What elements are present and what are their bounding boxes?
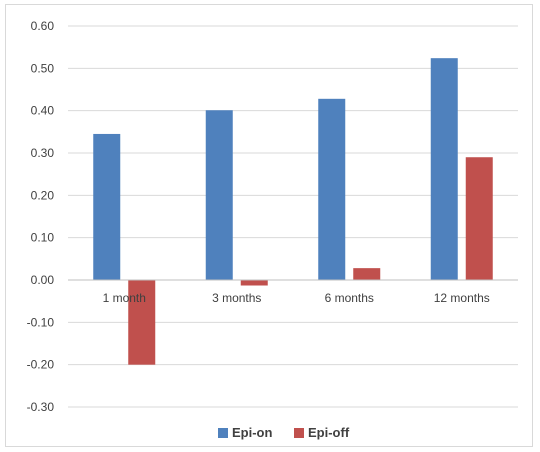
- bar-epi-off-3: [465, 157, 493, 280]
- x-axis-tick-labels: 1 month 3 months 6 months 12 months: [103, 291, 490, 305]
- x-tick-label: 3 months: [212, 291, 261, 305]
- bar-epi-on-2: [318, 98, 346, 281]
- bar-epi-on-0: [93, 133, 121, 280]
- bar-epi-off-1: [240, 280, 268, 286]
- y-tick-label: -0.10: [27, 315, 55, 329]
- y-tick-label: 0.00: [31, 273, 55, 287]
- bar-epi-on-1: [205, 110, 233, 280]
- x-tick-label: 1 month: [103, 291, 146, 305]
- y-axis-tick-labels: 0.60 0.50 0.40 0.30 0.20 0.10 0.00 -0.10 -0.20 -0…: [27, 19, 55, 414]
- y-tick-label: 0.50: [31, 61, 55, 75]
- y-tick-label: -0.20: [27, 358, 55, 372]
- legend-label-epi-off: Epi-off: [308, 425, 350, 440]
- legend-swatch-epi-on: [218, 428, 228, 438]
- y-tick-label: 0.10: [31, 231, 55, 245]
- bar-epi-off-2: [353, 268, 381, 280]
- x-tick-label: 6 months: [325, 291, 374, 305]
- legend-label-epi-on: Epi-on: [232, 425, 272, 440]
- bar-epi-off-0: [128, 280, 156, 365]
- legend: Epi-on Epi-off: [218, 425, 350, 440]
- x-tick-label: 12 months: [434, 291, 490, 305]
- legend-swatch-epi-off: [294, 428, 304, 438]
- y-tick-label: 0.20: [31, 188, 55, 202]
- y-tick-label: 0.40: [31, 104, 55, 118]
- bars: [93, 58, 493, 365]
- y-tick-label: -0.30: [27, 400, 55, 414]
- y-tick-label: 0.30: [31, 146, 55, 160]
- y-tick-label: 0.60: [31, 19, 55, 33]
- bar-epi-on-3: [430, 58, 458, 280]
